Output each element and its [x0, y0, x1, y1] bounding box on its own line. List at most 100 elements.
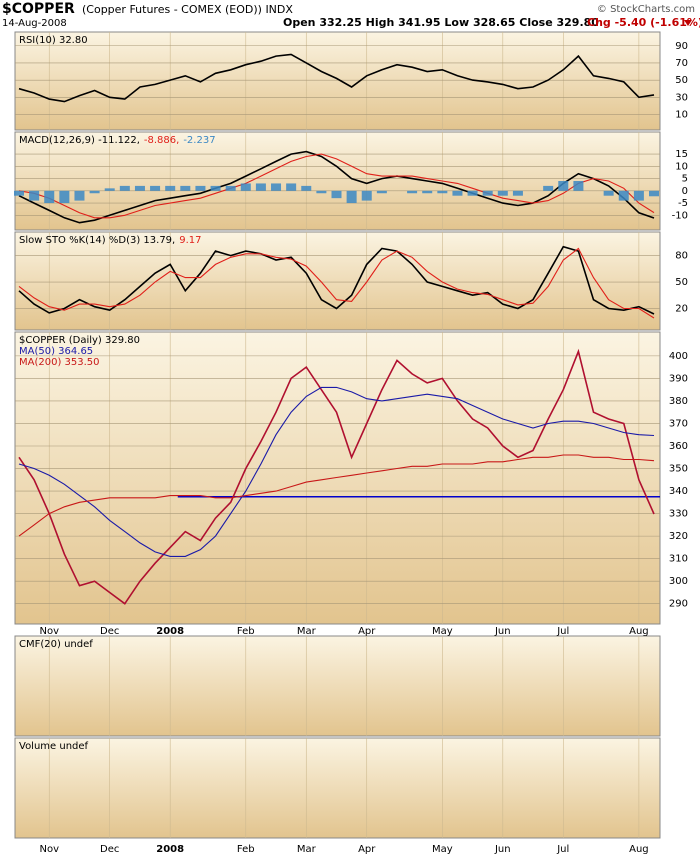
x-tick-label: Dec — [100, 844, 119, 855]
y-tick-label: 350 — [669, 464, 688, 475]
histogram-bar — [376, 190, 387, 194]
x-tick-label: Mar — [297, 844, 317, 855]
legend-entry: Slow STO %K(14) %D(3) 13.79, — [19, 235, 175, 246]
histogram-bar — [134, 185, 145, 191]
y-tick-label: 370 — [669, 418, 688, 429]
x-tick-label: Nov — [39, 626, 59, 637]
y-tick-label: 10 — [675, 161, 688, 172]
histogram-bar — [482, 190, 493, 196]
series-line — [18, 150, 655, 224]
x-tick-label: Aug — [629, 626, 649, 637]
legend-entry: MA(200) 353.50 — [19, 357, 100, 368]
y-tick-label: 340 — [669, 486, 688, 497]
histogram-bar — [74, 190, 85, 201]
histogram-bar — [558, 181, 569, 191]
panel — [14, 131, 661, 231]
change: Chg -5.40 (-1.61%) — [587, 16, 700, 29]
legend-entry: 9.17 — [179, 235, 201, 246]
x-tick-label: Feb — [237, 626, 255, 637]
panel — [14, 331, 661, 625]
y-tick-label: 15 — [675, 149, 688, 160]
x-tick-label: Apr — [358, 626, 376, 637]
panel — [14, 737, 661, 839]
histogram-bar — [89, 190, 100, 194]
x-tick-label: Mar — [297, 626, 317, 637]
histogram-bar — [361, 190, 372, 201]
panel-title: CMF(20) undef — [19, 639, 93, 650]
histogram-bar — [255, 183, 266, 191]
histogram-bar — [301, 185, 312, 191]
histogram-bar — [422, 190, 433, 194]
series-line — [18, 153, 655, 219]
series-line — [18, 247, 655, 319]
histogram-bar — [271, 183, 282, 191]
y-tick-label: 80 — [675, 251, 688, 262]
histogram-bar — [603, 190, 614, 196]
histogram-bar — [210, 185, 221, 191]
y-tick-label: 50 — [675, 277, 688, 288]
x-tick-label: Feb — [237, 844, 255, 855]
panel — [14, 231, 661, 331]
panel — [14, 635, 661, 737]
y-tick-label: 0 — [682, 186, 688, 197]
credit: © StockCharts.com — [597, 4, 695, 15]
histogram-bar — [452, 190, 463, 196]
histogram-bar — [240, 183, 251, 191]
legend-entry: -8.886, — [144, 135, 179, 146]
x-tick-label: 2008 — [156, 844, 184, 855]
histogram-bar — [225, 185, 236, 191]
histogram-bar — [346, 190, 357, 204]
y-tick-label: 20 — [675, 303, 688, 314]
histogram-bar — [29, 190, 40, 201]
y-tick-label: 400 — [669, 351, 688, 362]
histogram-bar — [649, 190, 659, 197]
histogram-bar — [467, 190, 478, 196]
y-tick-label: 310 — [669, 554, 688, 565]
y-tick-label: -5 — [678, 198, 688, 209]
x-tick-label: Jul — [556, 844, 569, 855]
y-tick-label: 330 — [669, 509, 688, 520]
x-tick-label: May — [432, 626, 453, 637]
y-tick-label: 10 — [675, 110, 688, 121]
legend-entry: MACD(12,26,9) -11.122, — [19, 135, 140, 146]
series-line — [18, 386, 655, 557]
histogram-bar — [14, 190, 24, 196]
histogram-bar — [618, 190, 629, 201]
down-arrow — [684, 20, 692, 26]
y-tick-label: -10 — [672, 210, 688, 221]
series-line — [18, 348, 655, 605]
histogram-bar — [150, 185, 161, 191]
date: 14-Aug-2008 — [2, 18, 67, 29]
y-tick-label: 300 — [669, 576, 688, 587]
histogram-bar — [180, 185, 191, 191]
x-tick-label: Nov — [39, 844, 59, 855]
histogram-bar — [195, 185, 206, 191]
histogram-bar — [119, 185, 130, 191]
y-tick-label: 70 — [675, 58, 688, 69]
y-tick-label: 290 — [669, 599, 688, 610]
quote: Open 332.25 High 341.95 Low 328.65 Close… — [283, 16, 599, 29]
histogram-bar — [59, 190, 70, 204]
y-tick-label: 360 — [669, 441, 688, 452]
series-line — [18, 245, 655, 315]
legend-entry: RSI(10) 32.80 — [19, 35, 88, 46]
y-tick-label: 50 — [675, 75, 688, 86]
x-tick-label: 2008 — [156, 626, 184, 637]
symbol: $COPPER — [2, 1, 75, 17]
histogram-bar — [497, 190, 508, 196]
y-tick-label: 390 — [669, 373, 688, 384]
y-tick-label: 30 — [675, 92, 688, 103]
histogram-bar — [573, 181, 584, 191]
legend-entry: $COPPER (Daily) 329.80 — [19, 335, 140, 346]
x-tick-label: Dec — [100, 626, 119, 637]
y-tick-label: 320 — [669, 531, 688, 542]
panel-title: Volume undef — [19, 741, 89, 752]
histogram-bar — [316, 190, 327, 194]
panel — [14, 31, 661, 131]
description: (Copper Futures - COMEX (EOD)) INDX — [82, 3, 293, 16]
x-tick-label: Apr — [358, 844, 376, 855]
histogram-bar — [331, 190, 342, 199]
legend-entry: MA(50) 364.65 — [19, 346, 93, 357]
histogram-bar — [633, 190, 644, 201]
